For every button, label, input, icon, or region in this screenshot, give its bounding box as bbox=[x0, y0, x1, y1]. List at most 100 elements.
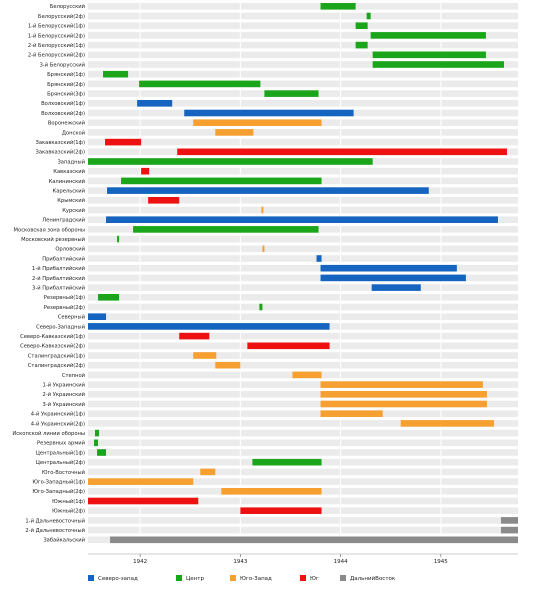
row-background bbox=[88, 22, 518, 29]
front-label: 3-й Прибалтийский bbox=[32, 285, 85, 292]
period-bar bbox=[264, 90, 319, 97]
row-background bbox=[88, 410, 518, 417]
legend-swatch bbox=[88, 575, 94, 581]
front-label: Сталинградский(2ф) bbox=[28, 362, 85, 369]
period-bar bbox=[262, 245, 265, 253]
front-label: 4-й Украинский(1ф) bbox=[31, 411, 85, 418]
front-label: Волховский(2ф) bbox=[41, 110, 85, 117]
row-background bbox=[88, 391, 518, 398]
front-label: 2-й Украинский bbox=[43, 391, 85, 398]
period-bar bbox=[292, 371, 322, 379]
period-bar bbox=[500, 517, 518, 524]
legend-swatch bbox=[176, 575, 182, 581]
row-background bbox=[88, 429, 518, 437]
period-bar bbox=[259, 303, 263, 311]
row-background bbox=[88, 526, 518, 534]
front-label: 2-й Белорусский(1ф) bbox=[28, 42, 85, 49]
row-background bbox=[88, 449, 518, 456]
front-label: Северный bbox=[58, 314, 85, 321]
period-bar bbox=[177, 148, 507, 156]
row-background bbox=[88, 61, 518, 68]
period-bar bbox=[179, 332, 210, 340]
front-label: Крымский bbox=[57, 197, 85, 204]
period-bar bbox=[193, 119, 322, 126]
front-label: 1-й Белорусский(2ф) bbox=[28, 32, 85, 39]
front-label: Московская зона обороны bbox=[14, 227, 85, 233]
period-bar bbox=[247, 342, 330, 350]
front-label: Западный bbox=[57, 158, 85, 165]
front-label: Южный(1ф) bbox=[52, 498, 85, 505]
period-bar bbox=[400, 420, 494, 427]
period-bar bbox=[184, 109, 354, 117]
row-background bbox=[88, 100, 518, 107]
period-bar bbox=[215, 361, 241, 369]
period-bar bbox=[320, 391, 487, 398]
period-bar bbox=[320, 410, 383, 417]
front-labels: Белорусский Белорусский(2ф) 1-й Белорусски… bbox=[12, 3, 85, 544]
period-bar bbox=[103, 70, 129, 78]
row-background bbox=[88, 41, 518, 49]
front-label: Забайкальский bbox=[43, 537, 85, 544]
period-bar bbox=[139, 80, 261, 88]
period-bar bbox=[137, 100, 173, 107]
row-background bbox=[88, 32, 518, 39]
x-tick-label: 1943 bbox=[233, 559, 247, 565]
row-background bbox=[88, 420, 518, 427]
period-bar bbox=[261, 206, 264, 214]
front-label: Юго-Западный(1ф) bbox=[32, 479, 85, 486]
period-bar bbox=[98, 294, 120, 301]
row-background bbox=[88, 245, 518, 253]
period-bar bbox=[105, 138, 142, 146]
front-label: Брянский(1ф) bbox=[47, 71, 85, 78]
row-background bbox=[88, 167, 518, 175]
front-label: Северо-Кавказский(1ф) bbox=[20, 333, 85, 340]
period-bar bbox=[94, 439, 99, 447]
legend: Северо-запад Центр Юго-Запад Юг ДальнийВосто… bbox=[88, 575, 396, 582]
front-label: Брянский(2ф) bbox=[47, 81, 85, 88]
legend-label: Юг bbox=[310, 576, 319, 582]
front-label: Калининский bbox=[49, 178, 85, 185]
legend-label: ДальнийВосток bbox=[350, 575, 396, 582]
legend-swatch bbox=[230, 575, 236, 581]
row-background bbox=[88, 303, 518, 311]
period-bar bbox=[133, 226, 319, 233]
period-bar bbox=[371, 284, 421, 291]
period-bar bbox=[88, 323, 330, 330]
legend-swatch bbox=[300, 575, 306, 581]
front-label: 3-й Белорусский bbox=[40, 61, 85, 68]
front-label: Юго-Западный(2ф) bbox=[32, 488, 85, 495]
x-tick-label: 1944 bbox=[334, 559, 348, 565]
period-bar bbox=[107, 187, 429, 194]
period-bar bbox=[88, 158, 373, 165]
front-label: Резервный(2ф) bbox=[44, 304, 85, 311]
period-bar bbox=[372, 61, 504, 68]
front-label: Карельский bbox=[53, 188, 85, 195]
front-label: Резервных армий bbox=[37, 440, 85, 447]
x-tick-label: 1945 bbox=[434, 559, 448, 565]
front-label: Орловский bbox=[55, 246, 85, 253]
row-background bbox=[88, 352, 518, 359]
legend-label: Юго-Запад bbox=[240, 576, 272, 582]
front-label: Волховский(1ф) bbox=[41, 100, 85, 107]
row-background bbox=[88, 361, 518, 369]
legend-label: Центр bbox=[186, 576, 204, 582]
front-label: Резервный(1ф) bbox=[44, 294, 85, 301]
period-bar bbox=[88, 313, 107, 320]
period-bar bbox=[117, 235, 120, 243]
front-label: 2-й Белорусский(2ф) bbox=[28, 52, 85, 59]
front-label: 3-й Украинский bbox=[43, 401, 85, 408]
period-bar bbox=[372, 51, 486, 59]
front-label: Сталинградский(1ф) bbox=[28, 352, 85, 359]
period-bar bbox=[148, 197, 180, 204]
period-bar bbox=[500, 526, 518, 534]
row-background bbox=[88, 294, 518, 301]
x-tick-label: 1942 bbox=[133, 559, 147, 565]
front-label: 2-й Прибалтийский bbox=[32, 275, 85, 282]
period-bar bbox=[88, 497, 199, 505]
period-bar bbox=[193, 352, 217, 359]
row-background bbox=[88, 264, 518, 272]
row-background bbox=[88, 274, 518, 282]
row-background bbox=[88, 206, 518, 214]
period-bar bbox=[320, 3, 356, 10]
